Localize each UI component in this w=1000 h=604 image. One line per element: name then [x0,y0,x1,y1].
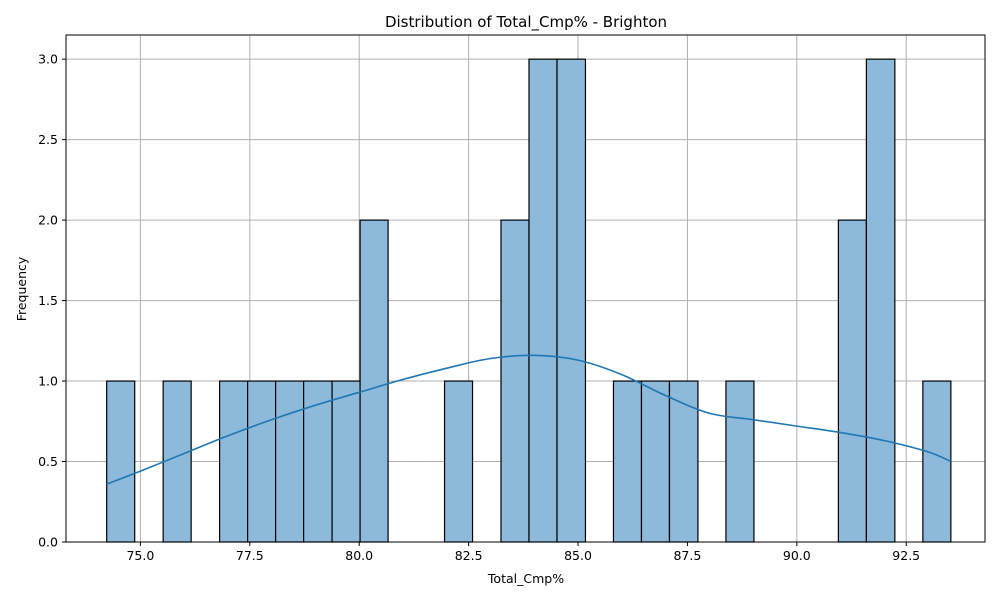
x-tick-label: 77.5 [236,548,264,563]
y-axis-label: Frequency [14,256,29,321]
histogram-bar [359,219,389,543]
chart-title: Distribution of Total_Cmp% - Brighton [385,13,667,32]
x-tick-label: 87.5 [673,548,701,563]
histogram-bar [275,380,305,543]
histogram-bar [668,380,699,543]
x-axis-label: Total_Cmp% [487,571,564,586]
x-tick-label: 92.5 [892,548,920,563]
y-tick-label: 0.0 [38,535,58,550]
x-axis-ticks: 75.0 77.5 80.0 82.5 85.0 87.5 90.0 92.5 [126,542,920,563]
y-tick-label: 2.5 [38,132,58,147]
y-tick-label: 1.5 [38,293,58,308]
kde-line [106,354,952,485]
plot-frame [65,34,986,543]
histogram-bar [865,58,896,543]
y-tick-label: 3.0 [38,52,58,67]
histogram-bar [922,380,952,543]
histogram-bar [443,380,474,543]
histogram-bar [837,219,868,543]
histogram-bar [162,380,192,543]
histogram-bar [612,380,643,543]
histogram-bar [247,380,277,543]
histogram-bar [725,380,755,543]
x-tick-label: 85.0 [564,548,592,563]
x-tick-label: 82.5 [455,548,483,563]
histogram-bar [500,219,530,543]
histogram-bar [219,380,249,543]
y-tick-label: 1.0 [38,374,58,389]
kde-curve-group [106,354,952,485]
y-tick-label: 2.0 [38,213,58,228]
x-tick-label: 75.0 [126,548,154,563]
y-axis-ticks: 0.0 0.5 1.0 1.5 2.0 2.5 3.0 [38,52,66,550]
histogram-bar [640,380,671,543]
x-tick-label: 80.0 [345,548,373,563]
histogram-bars [106,58,952,543]
y-tick-label: 0.5 [38,454,58,469]
histogram-bar [331,380,361,543]
histogram-bar [528,58,558,543]
x-tick-label: 90.0 [783,548,811,563]
histogram-bar [106,380,136,543]
histogram-bar [556,58,587,543]
